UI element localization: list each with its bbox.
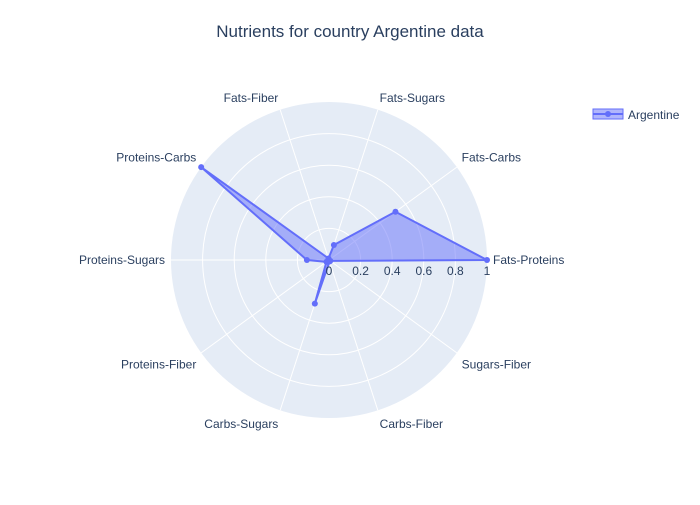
legend[interactable]: Argentine [592,108,680,122]
angular-tick-label: Fats-Proteins [493,253,564,267]
data-point [311,300,318,307]
angular-gridline [328,109,379,261]
legend-swatch-marker [605,111,611,117]
data-point [484,257,490,263]
data-point [392,208,399,215]
angular-gridline [279,109,330,261]
angular-tick-label: Sugars-Fiber [462,357,531,371]
data-point [330,241,337,248]
radial-tick-label: 0.4 [384,264,401,278]
angular-gridline [328,259,458,354]
angular-tick-label: Fats-Sugars [380,91,445,105]
angular-tick-label: Fats-Fiber [224,91,279,105]
radial-tick-label: 1 [484,264,491,278]
radial-tick-label: 0.8 [447,264,464,278]
angular-gridline [200,259,330,354]
angular-tick-label: Carbs-Fiber [380,417,443,431]
angular-tick-label: Proteins-Fiber [121,357,196,371]
data-point [327,257,334,264]
legend-label-argentine: Argentine [628,108,680,122]
radial-tick-label: 0.6 [415,264,432,278]
chart-title: Nutrients for country Argentine data [216,22,484,41]
data-point [303,257,310,263]
angular-tick-label: Fats-Carbs [462,151,521,165]
radial-tick-label: 0.2 [352,264,369,278]
angular-tick-label: Carbs-Sugars [204,417,278,431]
data-point [198,164,205,171]
angular-gridline [328,259,379,411]
angular-tick-label: Proteins-Sugars [79,253,165,267]
radial-tick-label: 0 [326,264,333,278]
angular-tick-label: Proteins-Carbs [116,151,196,165]
